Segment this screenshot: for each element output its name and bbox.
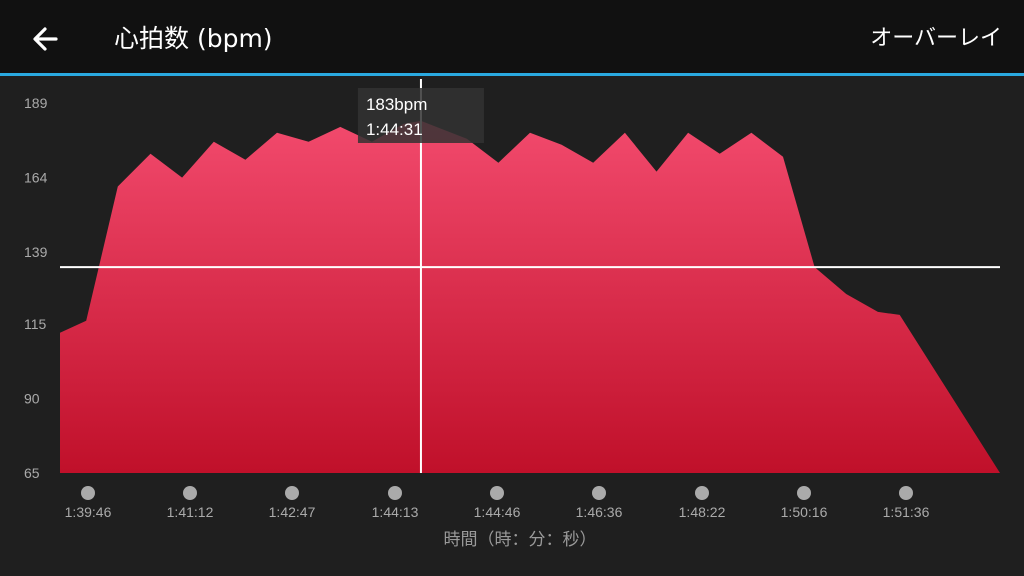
x-tick-label: 1:48:22: [679, 504, 726, 520]
y-tick-label: 164: [24, 170, 48, 186]
crosshair: [60, 79, 1000, 473]
x-tick-label: 1:42:47: [269, 504, 316, 520]
x-tick-label: 1:51:36: [883, 504, 930, 520]
y-tick-label: 189: [24, 95, 48, 111]
arrow-left-icon: [33, 27, 58, 51]
tooltip: 183bpm 1:44:31: [357, 88, 484, 143]
x-tick-label: 1:44:13: [372, 504, 419, 520]
x-axis-label: 時間（時：分：秒）: [444, 530, 597, 550]
y-axis: 189 164 139 115 90 65: [24, 95, 48, 481]
x-axis: 1:39:46 1:41:12 1:42:47 1:44:13 1:44:46 1:46:…: [65, 486, 930, 520]
y-tick-label: 115: [24, 316, 47, 332]
back-button[interactable]: [26, 20, 64, 58]
x-tick-marker[interactable]: [490, 486, 504, 500]
x-tick-label: 1:46:36: [576, 504, 623, 520]
x-tick-label: 1:50:16: [781, 504, 828, 520]
tooltip-time: 1:44:31: [366, 120, 423, 139]
y-tick-label: 139: [24, 244, 48, 260]
x-tick-marker[interactable]: [285, 486, 299, 500]
tooltip-value: 183bpm: [366, 95, 427, 114]
page-title: 心拍数 (bpm): [114, 24, 273, 53]
x-tick-marker[interactable]: [81, 486, 95, 500]
x-tick-label: 1:41:12: [167, 504, 214, 520]
y-tick-label: 65: [24, 465, 40, 481]
x-tick-marker[interactable]: [183, 486, 197, 500]
heart-rate-area: [60, 120, 1000, 474]
app-header: 心拍数 (bpm) オーバーレイ: [0, 0, 1024, 76]
x-tick-marker[interactable]: [592, 486, 606, 500]
tooltip-background: [357, 88, 484, 143]
x-tick-label: 1:44:46: [474, 504, 521, 520]
overlay-button[interactable]: オーバーレイ: [870, 26, 1002, 51]
x-tick-marker[interactable]: [388, 486, 402, 500]
y-tick-label: 90: [24, 390, 40, 406]
x-tick-label: 1:39:46: [65, 504, 112, 520]
x-tick-marker[interactable]: [797, 486, 811, 500]
x-tick-marker[interactable]: [695, 486, 709, 500]
x-tick-marker[interactable]: [899, 486, 913, 500]
